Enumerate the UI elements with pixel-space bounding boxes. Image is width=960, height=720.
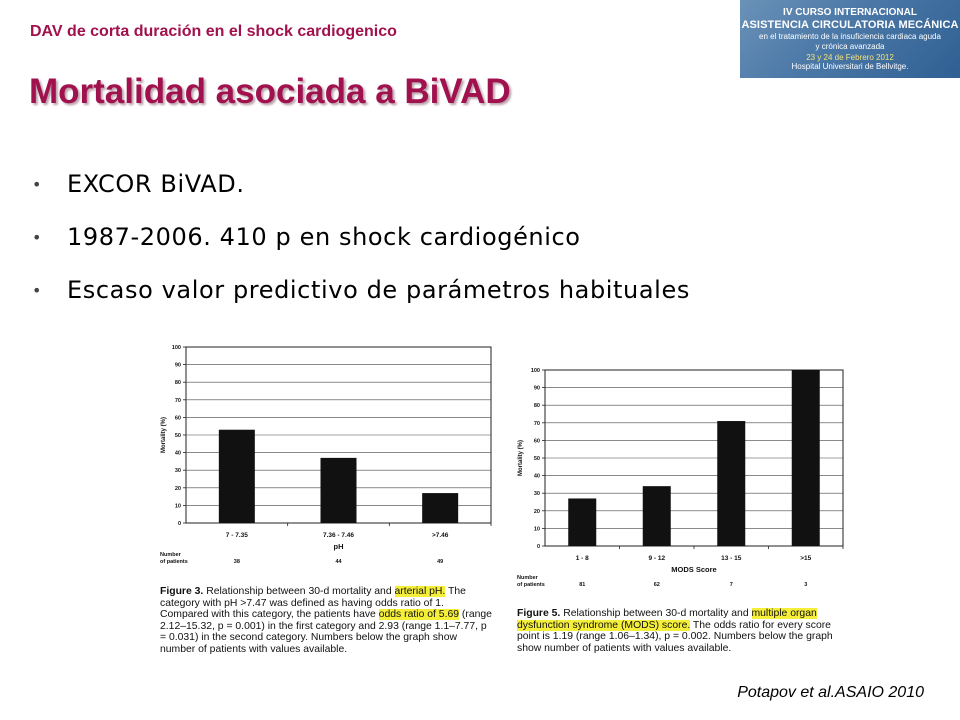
x-axis-label: MODS Score bbox=[671, 565, 716, 574]
y-axis-label: Mortality (%) bbox=[161, 417, 167, 453]
bar bbox=[422, 493, 459, 523]
y-tick-label: 40 bbox=[175, 451, 181, 457]
bullet-marker: • bbox=[32, 175, 43, 194]
bar bbox=[320, 457, 357, 523]
patient-count: 38 bbox=[234, 559, 240, 565]
caption-fig-label: Figure 5. bbox=[517, 608, 561, 619]
citation: Potapov et al.ASAIO 2010 bbox=[737, 684, 924, 701]
y-tick-label: 60 bbox=[175, 415, 181, 421]
figure-3-caption: Figure 3. Relationship between 30-d mort… bbox=[160, 586, 494, 656]
caption-highlight: odds ratio of 5.69 bbox=[378, 609, 460, 621]
y-tick-label: 10 bbox=[534, 526, 540, 532]
y-tick-label: 30 bbox=[534, 491, 540, 497]
y-tick-label: 50 bbox=[175, 433, 181, 439]
caption-text: The category with pH >7.47 was defined a… bbox=[160, 586, 466, 621]
x-tick-label: 1 - 8 bbox=[576, 555, 589, 562]
x-tick-label: 13 - 15 bbox=[721, 555, 742, 562]
x-tick-label: 7.36 - 7.46 bbox=[323, 532, 354, 539]
y-tick-label: 0 bbox=[178, 521, 181, 527]
bullet-item: • Escaso valor predictivo de parámetros h… bbox=[32, 276, 690, 329]
y-tick-label: 90 bbox=[175, 363, 181, 369]
caption-text: (range 2.12–15.32, p = 0.001) in the fir… bbox=[160, 609, 492, 655]
patient-count-label: of patients bbox=[517, 582, 545, 588]
caption-text: Relationship between 30-d mortality and bbox=[560, 608, 752, 619]
figure-5: 0 10 20 30 40 50 60 70 80 90 100 Mortality (%) 1 - 8… bbox=[515, 360, 857, 663]
y-tick-label: 80 bbox=[175, 380, 181, 386]
y-tick-label: 30 bbox=[175, 468, 181, 474]
bullet-marker: • bbox=[32, 228, 43, 247]
bullet-text: EXCOR BiVAD. bbox=[67, 170, 245, 198]
slide-title: Mortalidad asociada a BiVAD bbox=[29, 72, 511, 111]
caption-highlight: arterial pH. bbox=[394, 586, 446, 597]
y-tick-label: 80 bbox=[534, 403, 540, 409]
patient-count: 49 bbox=[437, 559, 443, 565]
y-tick-label: 90 bbox=[534, 386, 540, 392]
bar bbox=[642, 486, 671, 546]
y-tick-label: 60 bbox=[534, 438, 540, 444]
bar bbox=[218, 429, 255, 523]
y-tick-label: 0 bbox=[537, 544, 540, 550]
y-tick-label: 40 bbox=[534, 474, 540, 480]
x-tick-label: 9 - 12 bbox=[648, 555, 665, 562]
bullet-text: 1987-2006. 410 p en shock cardiogénico bbox=[67, 223, 581, 251]
y-tick-label: 10 bbox=[175, 503, 181, 509]
x-tick-label: >7.46 bbox=[432, 532, 449, 539]
patient-count: 3 bbox=[804, 582, 807, 588]
y-tick-label: 20 bbox=[534, 509, 540, 515]
x-tick-label: 7 - 7.35 bbox=[226, 532, 248, 539]
patient-count-label: of patients bbox=[160, 559, 188, 565]
patient-count-label: Number bbox=[160, 552, 182, 558]
banner-line-3b: y crónica avanzada bbox=[815, 42, 885, 51]
caption-fig-label: Figure 3. bbox=[160, 586, 204, 597]
figure-3: 0 10 20 30 40 50 60 70 80 90 100 Mortality (%) 7 - 7… bbox=[158, 337, 498, 661]
y-tick-label: 100 bbox=[172, 345, 181, 351]
patient-count: 62 bbox=[654, 582, 660, 588]
y-tick-label: 70 bbox=[175, 398, 181, 404]
y-tick-label: 100 bbox=[531, 368, 540, 374]
banner-line-2: ASISTENCIA CIRCULATORIA MECÁNICA bbox=[741, 19, 959, 31]
bar bbox=[791, 370, 820, 546]
patient-count: 81 bbox=[579, 582, 585, 588]
banner-venue: Hospital Universitari de Bellvitge. bbox=[791, 62, 909, 71]
x-tick-label: >15 bbox=[800, 555, 811, 562]
ph-mortality-chart: 0 10 20 30 40 50 60 70 80 90 100 Mortality (%) 7 - 7… bbox=[160, 345, 492, 565]
caption-text: The odds ratio for every score point is … bbox=[517, 619, 833, 654]
patient-count-label: Number bbox=[517, 575, 539, 581]
bullet-item: • 1987-2006. 410 p en shock cardiogénico bbox=[32, 223, 690, 276]
mods-mortality-chart: 0 10 20 30 40 50 60 70 80 90 100 Mortality (%) 1 - 8… bbox=[517, 368, 844, 588]
bullet-marker: • bbox=[32, 281, 43, 300]
bullet-list: • EXCOR BiVAD. • 1987-2006. 410 p en shock… bbox=[32, 170, 690, 329]
y-axis-label: Mortality (%) bbox=[518, 440, 524, 476]
bar bbox=[568, 498, 597, 546]
bar bbox=[717, 421, 746, 546]
banner-date: 23 y 24 de Febrero 2012 bbox=[806, 53, 894, 62]
bullet-text: Escaso valor predictivo de parámetros ha… bbox=[67, 276, 690, 304]
patient-count: 7 bbox=[730, 582, 733, 588]
banner-line-3: en el tratamiento de la insuficiencia ca… bbox=[759, 32, 941, 41]
y-tick-label: 70 bbox=[534, 421, 540, 427]
y-tick-label: 50 bbox=[534, 456, 540, 462]
y-tick-label: 20 bbox=[175, 486, 181, 492]
x-axis-label: pH bbox=[334, 542, 344, 551]
course-tag: DAV de corta duración en el shock cardio… bbox=[30, 23, 397, 40]
course-banner: IV CURSO INTERNACIONAL ASISTENCIA CIRCUL… bbox=[740, 0, 960, 78]
banner-line-1: IV CURSO INTERNACIONAL bbox=[783, 7, 917, 18]
patient-count: 44 bbox=[335, 559, 342, 565]
figure-5-caption: Figure 5. Relationship between 30-d mort… bbox=[517, 608, 853, 654]
caption-text: Relationship between 30-d mortality and bbox=[203, 586, 395, 597]
bullet-item: • EXCOR BiVAD. bbox=[32, 170, 690, 223]
